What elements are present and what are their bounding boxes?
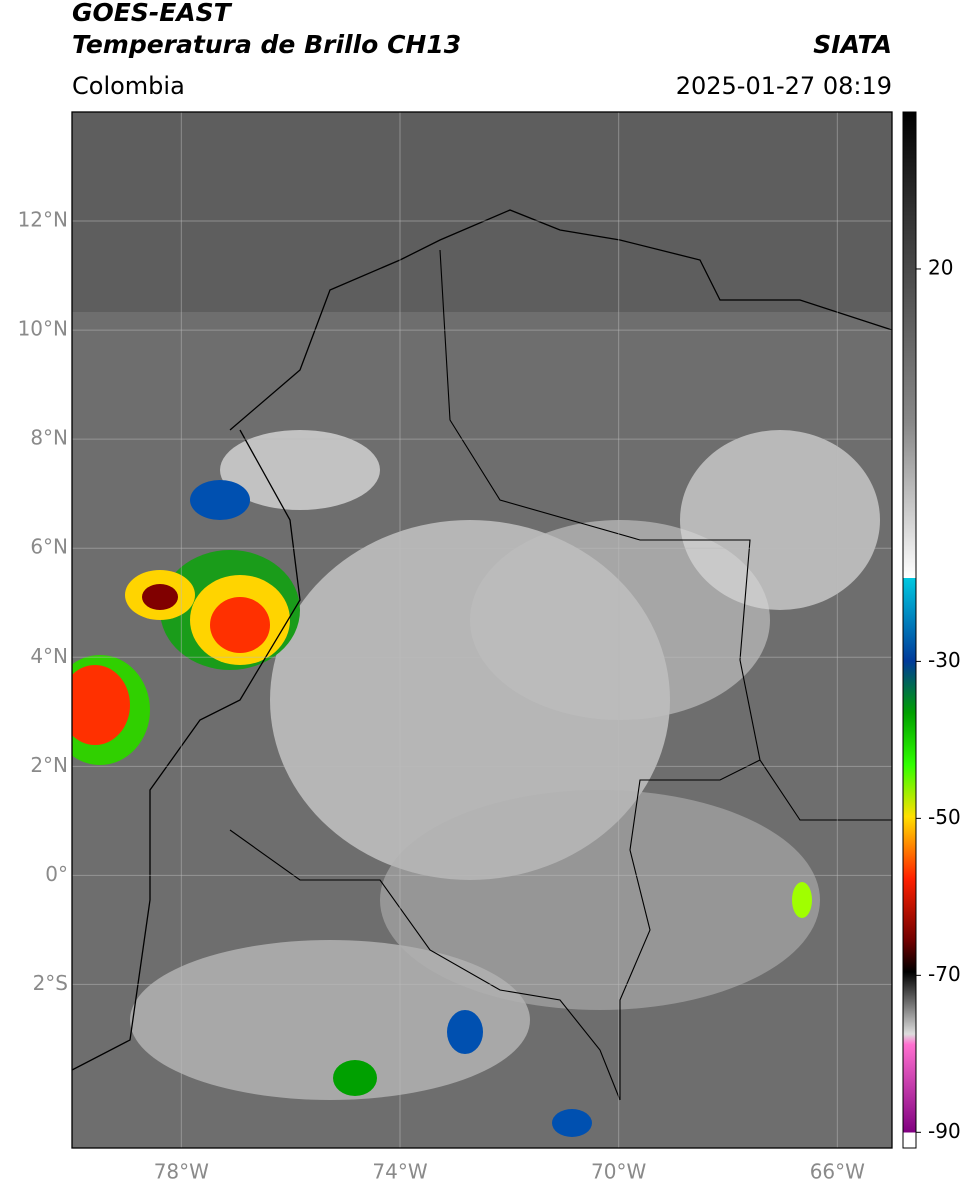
lat-tick-label: 10°N (18, 317, 68, 341)
lat-tick-label: 8°N (30, 426, 68, 450)
lon-tick-label: 66°W (810, 1160, 865, 1184)
lat-tick-label: 0° (45, 862, 68, 886)
lon-tick-label: 78°W (154, 1160, 209, 1184)
lon-tick-label: 74°W (372, 1160, 427, 1184)
colorbar-tick-label: 20 (928, 255, 953, 279)
satellite: GOES-EAST (72, 0, 233, 27)
colorbar (902, 111, 917, 1149)
agency: SIATA (813, 30, 892, 59)
lat-tick-label: 6°N (30, 535, 68, 559)
colorbar-tick-label: -90 (928, 1119, 961, 1143)
region: Colombia (72, 72, 185, 100)
map-frame (71, 111, 893, 1149)
satellite-image (72, 112, 892, 1148)
lat-tick-label: 2°N (30, 753, 68, 777)
lat-tick-label: 2°S (33, 971, 68, 995)
lat-tick-label: 4°N (30, 644, 68, 668)
colorbar-tick-label: -70 (928, 962, 961, 986)
product: Temperatura de Brillo CH13 (72, 30, 461, 59)
colorbar-tick-label: -30 (928, 648, 961, 672)
colorbar-tick-label: -50 (928, 805, 961, 829)
graticule (72, 112, 892, 1148)
datetime: 2025-01-27 08:19 (676, 72, 892, 100)
lat-tick-label: 12°N (18, 208, 68, 232)
lon-tick-label: 70°W (591, 1160, 646, 1184)
